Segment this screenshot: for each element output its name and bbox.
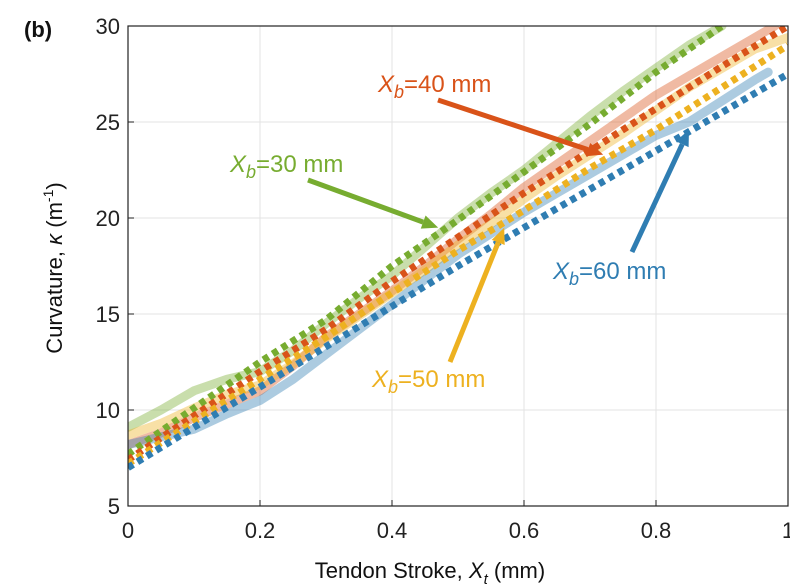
annotation-label-symbol: X [552, 258, 570, 285]
annotation-label-value: =30 mm [256, 151, 343, 178]
annotation-label-subscript: b [394, 82, 404, 102]
y-tick-label: 10 [96, 398, 120, 423]
annotation-arrowhead-xb60 [675, 129, 689, 148]
annotation-label-xb40: Xb=40 mm [377, 71, 491, 102]
x-axis-title: Tendon Stroke, Xt (mm) [315, 558, 545, 588]
annotation-xb50: Xb=50 mm [371, 227, 505, 397]
annotation-label-symbol: X [371, 366, 389, 393]
y-axis-title-unit-superscript: -1 [40, 189, 56, 202]
annotation-arrow-xb40 [437, 97, 589, 152]
annotation-label-xb60: Xb=60 mm [552, 258, 666, 289]
x-axis-title-text: Tendon Stroke, [315, 558, 469, 583]
annotation-label-value: =60 mm [579, 258, 666, 285]
axes-layer [127, 25, 789, 507]
x-axis-title-unit: (mm) [488, 558, 545, 583]
x-tick-label: 0.8 [641, 518, 672, 543]
y-tick-label: 5 [108, 494, 120, 519]
annotation-label-xb50: Xb=50 mm [371, 366, 485, 397]
annotation-label-subscript: b [246, 162, 256, 182]
annotation-label-value: =50 mm [398, 366, 485, 393]
series-line-model-xb30 [128, 26, 725, 458]
y-tick-label: 15 [96, 302, 120, 327]
series-line-model-xb40 [128, 26, 788, 463]
x-tick-label: 0.2 [245, 518, 276, 543]
annotation-arrow-xb30 [307, 177, 425, 225]
x-tick-label: 1 [782, 518, 790, 543]
annotation-label-value: =40 mm [404, 71, 491, 98]
y-axis-title: Curvature, κ (m-1) [40, 182, 67, 353]
annotation-label-symbol: X [229, 151, 247, 178]
annotation-xb30: Xb=30 mm [229, 151, 439, 229]
series-line-experimental-xb30 [128, 26, 727, 432]
y-tick-label: 30 [96, 14, 120, 39]
panel-label: (b) [24, 17, 52, 42]
x-axis-title-subscript: t [484, 571, 489, 588]
annotation-xb60: Xb=60 mm [552, 129, 689, 289]
series-line-model-xb60 [128, 70, 788, 471]
annotation-arrowhead-xb50 [491, 227, 505, 246]
annotation-arrow-xb50 [447, 241, 501, 363]
series-line-model-xb50 [128, 42, 788, 467]
annotation-label-subscript: b [388, 377, 398, 397]
annotation-xb40: Xb=40 mm [377, 71, 604, 157]
annotation-arrowhead-xb40 [585, 142, 604, 157]
y-tick-label: 20 [96, 206, 120, 231]
annotation-arrowhead-xb30 [420, 215, 439, 229]
annotation-label-xb30: Xb=30 mm [229, 151, 343, 182]
annotation-label-subscript: b [569, 269, 579, 289]
annotation-label-symbol: X [377, 71, 395, 98]
y-tick-label: 25 [96, 110, 120, 135]
plot-frame [127, 25, 789, 507]
annotation-arrow-xb60 [629, 143, 685, 254]
x-axis-title-symbol: X [468, 558, 485, 583]
y-axis-title-unit: (m [42, 202, 67, 234]
y-axis-title-text: Curvature, [42, 245, 67, 354]
x-tick-label: 0 [122, 518, 134, 543]
y-axis-title-unit-close: ) [42, 182, 67, 189]
x-tick-label: 0.6 [509, 518, 540, 543]
y-axis-title-symbol: κ [42, 233, 67, 245]
x-tick-label: 0.4 [377, 518, 408, 543]
series-layer [128, 26, 788, 471]
